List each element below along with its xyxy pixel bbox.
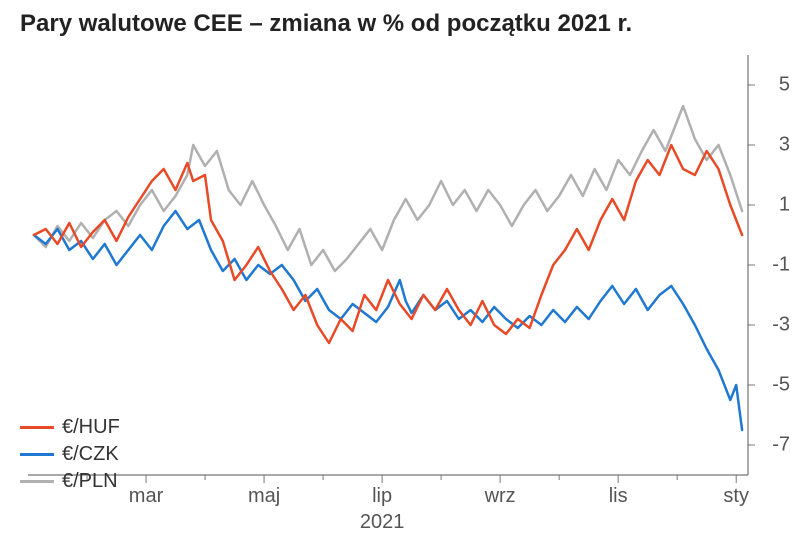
legend-swatch: [20, 480, 54, 483]
x-tick-label: maj: [248, 485, 280, 508]
chart-container: Pary walutowe CEE – zmiana w % od począt…: [0, 0, 800, 552]
x-tick-label: lip: [372, 485, 392, 508]
legend-swatch: [20, 453, 54, 456]
legend-label: €/HUF: [62, 416, 120, 439]
legend-item: €/PLN: [20, 470, 120, 493]
legend-item: €/HUF: [20, 416, 120, 439]
plot-area: [0, 0, 800, 552]
y-tick-label: -1: [760, 254, 790, 277]
legend-item: €/CZK: [20, 443, 120, 466]
y-tick-label: -3: [760, 314, 790, 337]
y-tick-label: 3: [760, 134, 790, 157]
x-tick-label: mar: [129, 485, 163, 508]
legend-swatch: [20, 426, 54, 429]
x-tick-label: sty: [723, 485, 749, 508]
y-tick-label: -5: [760, 374, 790, 397]
x-tick-label: lis: [609, 485, 628, 508]
y-tick-label: -7: [760, 434, 790, 457]
legend: €/HUF €/CZK €/PLN: [20, 416, 120, 497]
x-axis-year-label: 2021: [360, 511, 405, 534]
legend-label: €/PLN: [62, 470, 118, 493]
legend-label: €/CZK: [62, 443, 119, 466]
y-tick-label: 1: [760, 194, 790, 217]
x-tick-label: wrz: [485, 485, 516, 508]
y-tick-label: 5: [760, 74, 790, 97]
